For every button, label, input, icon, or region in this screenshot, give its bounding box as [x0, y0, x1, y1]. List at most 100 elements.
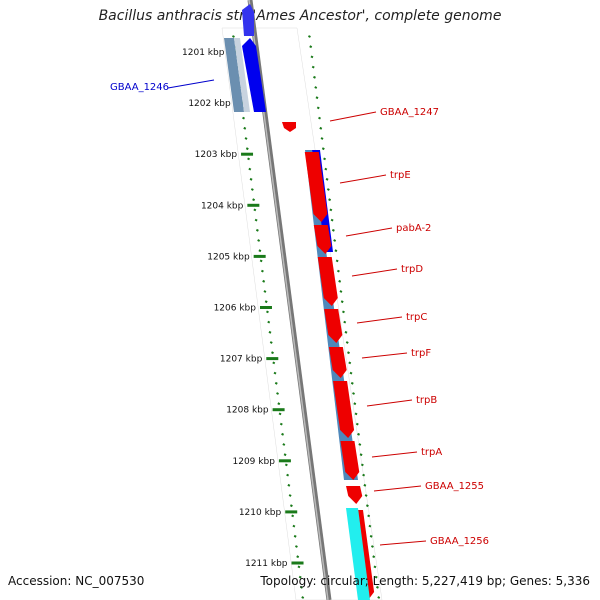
right-minor-tick: [324, 167, 328, 171]
left-minor-tick: [287, 483, 291, 487]
left-minor-tick: [273, 371, 277, 375]
gene-label-leader: [356, 316, 403, 324]
right-minor-tick: [330, 218, 334, 222]
left-minor-tick: [231, 35, 235, 38]
right-minor-tick: [360, 463, 364, 467]
cds-feature-gbaa1246-light: [234, 38, 250, 112]
left-minor-tick: [292, 524, 296, 528]
right-minor-tick: [373, 565, 377, 569]
left-minor-tick: [254, 218, 258, 222]
gene-label: trpA: [421, 447, 442, 458]
left-minor-tick: [259, 259, 263, 263]
accession-text: Accession: NC_007530: [8, 574, 145, 588]
kbp-tick-label: 1209 kbp: [233, 457, 276, 467]
gene-label-leader: [373, 485, 422, 492]
left-minor-tick: [282, 443, 286, 446]
reverse-gene-7: [340, 441, 360, 480]
right-minor-tick: [344, 330, 348, 334]
right-minor-tick: [319, 126, 323, 130]
left-minor-tick: [248, 167, 252, 171]
right-minor-tick: [364, 494, 368, 497]
right-minor-tick: [365, 504, 369, 508]
right-minor-tick: [362, 473, 366, 477]
right-minor-tick: [348, 361, 352, 365]
reverse-gene-4: [324, 309, 343, 343]
right-minor-tick: [338, 279, 342, 283]
right-minor-tick: [325, 177, 329, 181]
left-minor-tick: [268, 330, 272, 334]
left-minor-tick: [267, 320, 271, 324]
kbp-tick-label: 1207 kbp: [220, 355, 263, 365]
right-minor-tick: [331, 228, 335, 232]
left-minor-tick: [249, 177, 253, 181]
gene-label: GBAA_1256: [430, 536, 489, 547]
left-minor-tick: [288, 494, 292, 497]
left-minor-tick: [269, 341, 273, 344]
right-minor-tick: [357, 432, 361, 436]
right-minor-tick: [342, 310, 345, 314]
right-minor-tick: [335, 259, 339, 263]
gene-label: GBAA_1246: [110, 82, 169, 93]
left-minor-tick: [266, 310, 269, 314]
left-minor-tick: [296, 555, 300, 559]
left-minor-tick: [284, 463, 288, 467]
kbp-tick-label: 1204 kbp: [201, 201, 244, 211]
right-minor-tick: [326, 188, 330, 191]
left-minor-tick: [294, 545, 298, 548]
left-minor-tick: [258, 249, 262, 253]
right-minor-tick: [320, 137, 324, 140]
right-minor-tick: [354, 412, 358, 416]
gene-label-leader: [345, 227, 393, 237]
reverse-gene-2: [313, 225, 332, 254]
right-minor-tick: [310, 55, 314, 59]
reverse-gene-3: [317, 257, 338, 306]
reverse-gene-gbaa1247: [282, 122, 296, 132]
right-minor-tick: [367, 514, 371, 518]
left-minor-tick: [289, 504, 293, 508]
right-minor-tick: [358, 443, 362, 446]
right-minor-tick: [328, 198, 332, 202]
right-minor-tick: [314, 86, 318, 89]
right-minor-tick: [347, 351, 350, 355]
right-minor-tick: [355, 422, 359, 426]
right-minor-tick: [329, 208, 333, 212]
gene-label-leader: [366, 399, 413, 407]
genome-title: Bacillus anthracis str. 'Ames Ancestor',…: [98, 8, 502, 24]
gene-label-leader: [339, 174, 387, 184]
right-minor-tick: [333, 239, 337, 242]
left-minor-tick: [300, 585, 303, 589]
left-minor-tick: [247, 157, 251, 161]
left-minor-tick: [250, 188, 254, 191]
left-minor-tick: [257, 239, 261, 242]
right-minor-tick: [309, 45, 313, 49]
gene-label: trpC: [406, 312, 427, 323]
kbp-tick-label: 1211 kbp: [245, 559, 288, 569]
gene-label: trpB: [416, 395, 437, 406]
right-minor-tick: [349, 371, 353, 375]
topology-text: Topology: circular; Length: 5,227,419 bp…: [260, 574, 590, 588]
left-minor-tick: [252, 198, 256, 202]
right-minor-tick: [370, 545, 374, 548]
reverse-gene-8: [346, 486, 363, 504]
left-minor-tick: [291, 514, 295, 518]
left-minor-tick: [242, 116, 245, 120]
right-minor-tick: [318, 116, 321, 120]
left-minor-tick: [278, 412, 282, 416]
gene-label: GBAA_1255: [425, 481, 484, 492]
right-minor-tick: [340, 300, 344, 304]
gene-label-leader: [361, 352, 408, 359]
gene-label-leader: [329, 111, 377, 122]
right-minor-tick: [315, 96, 319, 100]
left-minor-tick: [301, 596, 305, 599]
right-minor-tick: [339, 290, 343, 293]
forward-gene-top: [242, 4, 254, 36]
left-minor-tick: [262, 279, 266, 283]
right-minor-tick: [359, 453, 363, 457]
reverse-gene-1: [304, 152, 328, 222]
right-minor-tick: [350, 381, 354, 385]
kbp-tick-label: 1203 kbp: [195, 150, 238, 160]
right-minor-tick: [321, 147, 325, 151]
kbp-tick-label: 1205 kbp: [207, 252, 250, 262]
